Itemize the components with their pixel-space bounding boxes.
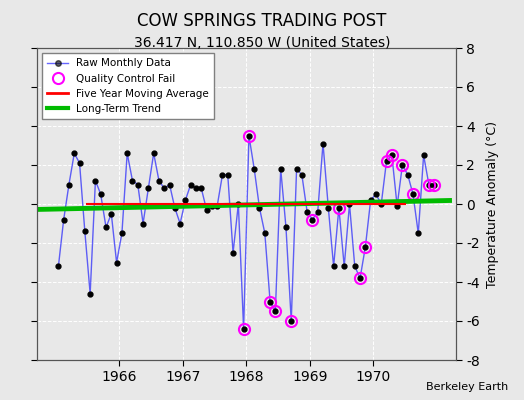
Text: COW SPRINGS TRADING POST: COW SPRINGS TRADING POST — [137, 12, 387, 30]
Y-axis label: Temperature Anomaly (°C): Temperature Anomaly (°C) — [486, 120, 499, 288]
Legend: Raw Monthly Data, Quality Control Fail, Five Year Moving Average, Long-Term Tren: Raw Monthly Data, Quality Control Fail, … — [42, 53, 214, 119]
Text: 36.417 N, 110.850 W (United States): 36.417 N, 110.850 W (United States) — [134, 36, 390, 50]
Text: Berkeley Earth: Berkeley Earth — [426, 382, 508, 392]
